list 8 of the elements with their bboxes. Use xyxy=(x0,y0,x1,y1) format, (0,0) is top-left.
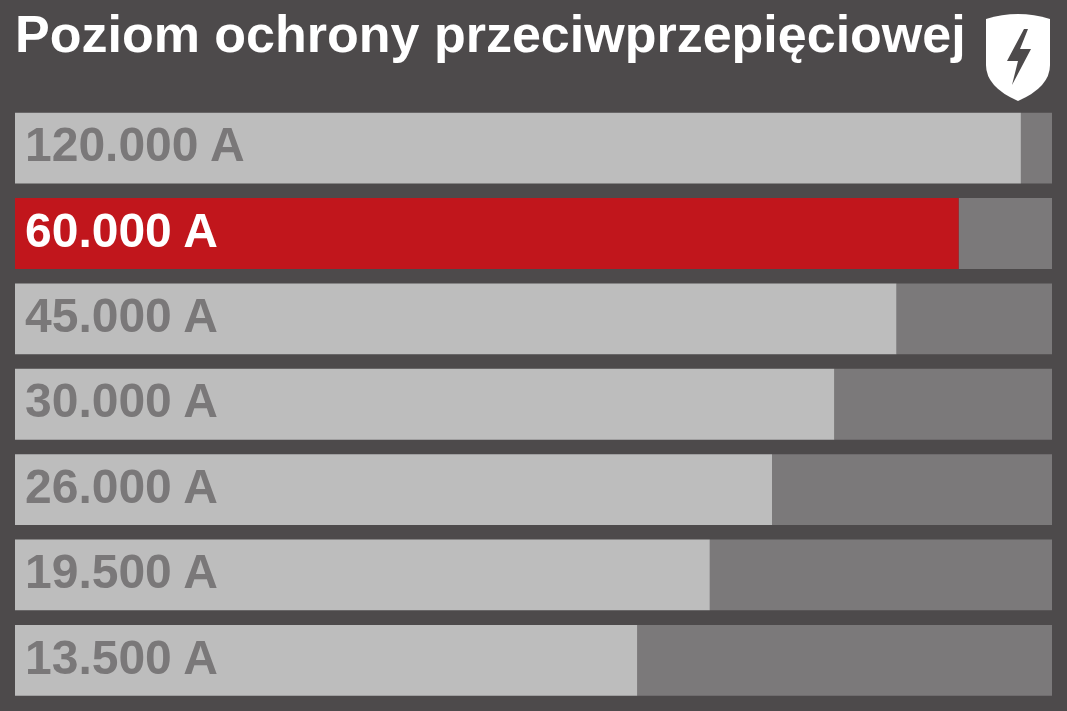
y-tick-label: 45.000 A xyxy=(25,289,219,343)
chart-title: Poziom ochrony przeciwprzepięciowej xyxy=(15,4,966,63)
y-tick-label: 30.000 A xyxy=(25,374,219,428)
y-tick-label: 60.000 A xyxy=(25,203,219,257)
y-tick-label: 120.000 A xyxy=(25,118,245,172)
y-tick-label: 19.500 A xyxy=(25,545,219,599)
y-tick-label: 26.000 A xyxy=(25,459,219,513)
y-tick-label: 13.500 A xyxy=(25,630,219,684)
